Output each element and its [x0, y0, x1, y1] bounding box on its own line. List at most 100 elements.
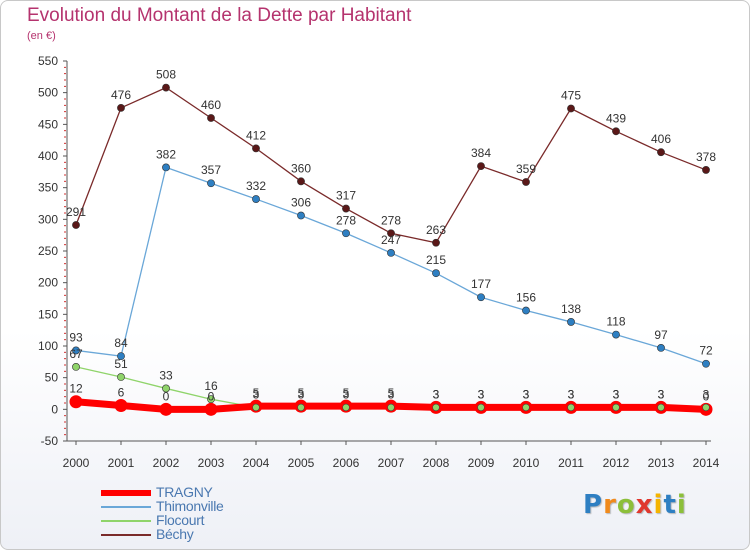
data-point — [117, 103, 125, 112]
data-point — [477, 403, 485, 412]
data-label: 476 — [111, 88, 131, 102]
data-label: 247 — [381, 233, 401, 247]
x-tick-label: 2008 — [423, 456, 450, 470]
legend-label: Béchy — [156, 526, 194, 542]
logo-letter: r — [603, 490, 617, 520]
data-point — [72, 346, 80, 355]
data-label: 3 — [568, 387, 575, 401]
data-label: 97 — [654, 328, 668, 342]
data-point — [657, 148, 665, 157]
data-point — [297, 211, 305, 220]
data-label: 384 — [471, 146, 491, 160]
data-point — [387, 248, 395, 257]
data-point — [612, 330, 620, 339]
data-point — [207, 114, 215, 122]
data-label: 3 — [433, 387, 440, 401]
x-tick-label: 2004 — [243, 456, 270, 470]
data-point — [72, 362, 80, 371]
data-label: 412 — [246, 128, 266, 142]
data-label: 16 — [204, 379, 218, 393]
data-label: 3 — [343, 387, 350, 401]
y-tick-label: 400 — [38, 149, 58, 163]
y-tick-label: 250 — [38, 244, 58, 258]
data-point — [342, 204, 350, 213]
proxiti-logo: Proxiti — [583, 490, 687, 520]
logo-letter: o — [616, 490, 636, 520]
logo-letter: x — [635, 490, 654, 520]
data-point — [387, 229, 395, 238]
data-label: 5 — [343, 386, 350, 400]
data-label: 439 — [606, 111, 626, 125]
data-label: 3 — [478, 387, 485, 401]
y-tick-label: 100 — [38, 339, 58, 353]
data-label: 67 — [69, 347, 83, 361]
data-label: 508 — [156, 68, 176, 82]
data-point — [162, 163, 170, 172]
data-point — [522, 403, 530, 412]
data-point — [522, 306, 530, 315]
data-label: 3 — [388, 387, 395, 401]
data-point — [162, 384, 170, 393]
data-label: 72 — [699, 344, 713, 358]
data-point — [522, 178, 530, 186]
data-label: 317 — [336, 189, 356, 203]
legend-item: Flocourt — [101, 512, 361, 528]
legend-item: Thimonville — [101, 498, 361, 514]
data-label: 0 — [208, 389, 215, 403]
data-label: 138 — [561, 302, 581, 316]
data-label: 5 — [298, 386, 305, 400]
data-label: 3 — [253, 387, 260, 401]
data-label: 3 — [298, 387, 305, 401]
y-tick-label: 350 — [38, 181, 58, 195]
data-label: 306 — [291, 196, 311, 210]
data-point — [657, 403, 665, 412]
logo-letter: i — [676, 490, 687, 520]
data-point — [342, 229, 350, 238]
data-label: 5 — [253, 386, 260, 400]
data-label: 0 — [163, 389, 170, 403]
data-point — [252, 195, 260, 203]
data-label: 118 — [606, 315, 625, 329]
data-label: 382 — [156, 147, 176, 161]
data-label: 378 — [696, 150, 716, 164]
chart-title: Evolution du Montant de la Dette par Hab… — [27, 5, 412, 26]
y-tick-label: 0 — [51, 402, 58, 416]
data-point — [207, 395, 215, 404]
data-label: 359 — [516, 162, 536, 176]
data-point — [159, 402, 173, 416]
data-label: 177 — [471, 277, 491, 291]
data-label: 406 — [651, 132, 671, 146]
data-label: 0 — [703, 389, 710, 403]
data-label: 3 — [658, 387, 665, 401]
legend-item: Béchy — [101, 526, 361, 542]
data-point — [567, 104, 575, 113]
y-tick-label: 450 — [38, 117, 58, 131]
x-tick-label: 2001 — [108, 456, 135, 470]
y-tick-label: 50 — [45, 371, 59, 385]
data-label: 33 — [159, 368, 173, 382]
x-tick-label: 2006 — [333, 456, 360, 470]
data-label: 3 — [703, 387, 710, 401]
data-point — [567, 403, 575, 412]
data-label: 357 — [201, 163, 221, 177]
data-label: 360 — [291, 161, 311, 175]
data-label: 215 — [426, 253, 446, 267]
data-point — [432, 403, 440, 412]
series-line-thimonville — [75, 166, 707, 365]
data-point — [477, 293, 485, 302]
logo-letter: i — [653, 490, 664, 520]
x-tick-label: 2005 — [288, 456, 315, 470]
data-point — [702, 403, 710, 412]
legend-swatch — [101, 490, 151, 496]
data-label: 291 — [66, 205, 86, 219]
data-label: 475 — [561, 89, 581, 103]
y-tick-label: 150 — [38, 307, 58, 321]
data-label: 84 — [114, 336, 128, 350]
data-point — [477, 162, 485, 171]
data-label: 3 — [523, 387, 530, 401]
data-point — [72, 221, 80, 229]
data-label: 332 — [246, 179, 266, 193]
logo-letter: t — [663, 490, 677, 520]
